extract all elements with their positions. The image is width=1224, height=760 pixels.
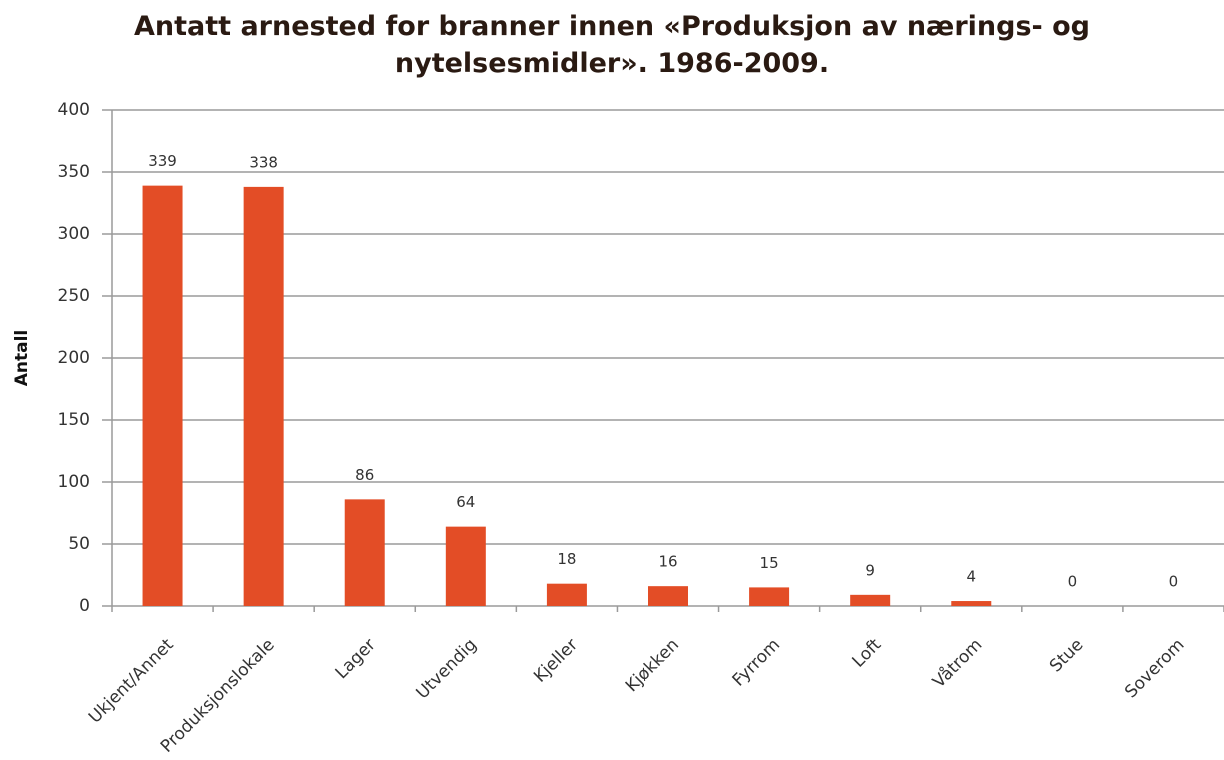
bar xyxy=(142,185,183,606)
y-tick-label: 0 xyxy=(79,596,90,616)
chart-title: Antatt arnested for branner innen «Produ… xyxy=(133,11,1091,79)
value-label: 0 xyxy=(1068,573,1078,591)
y-tick-label: 400 xyxy=(58,100,90,120)
y-tick-label: 350 xyxy=(58,162,90,182)
x-tick-label: Soverom xyxy=(1121,635,1188,702)
y-tick-label: 250 xyxy=(58,286,90,306)
bar xyxy=(648,586,688,606)
x-tick-label: Fyrrom xyxy=(729,635,785,691)
value-label: 86 xyxy=(355,466,374,484)
bar xyxy=(445,526,486,606)
bar xyxy=(749,587,790,606)
bar xyxy=(344,499,385,606)
value-label: 16 xyxy=(658,553,677,571)
value-label: 339 xyxy=(148,152,177,170)
bar xyxy=(951,601,992,606)
y-tick-label: 100 xyxy=(58,472,90,492)
x-tick-label: Produksjonslokale xyxy=(157,635,279,757)
value-label: 338 xyxy=(249,153,278,171)
value-label: 64 xyxy=(456,493,475,511)
value-label: 15 xyxy=(760,554,779,572)
y-tick-label: 150 xyxy=(58,410,90,430)
y-tick-label: 50 xyxy=(68,534,90,554)
bar xyxy=(243,186,284,606)
y-tick-label: 300 xyxy=(58,224,90,244)
x-tick-label: Stue xyxy=(1046,635,1088,677)
value-label: 9 xyxy=(865,561,875,579)
x-tick-label: Utvendig xyxy=(412,635,480,703)
y-axis-label: Antall xyxy=(12,330,32,387)
x-tick-label: Våtrom xyxy=(928,634,986,692)
bar xyxy=(546,583,587,606)
value-label: 18 xyxy=(557,550,576,568)
x-tick-label: Loft xyxy=(849,635,886,672)
x-tick-label: Kjeller xyxy=(530,635,582,687)
x-tick-label: Lager xyxy=(332,635,380,683)
y-tick-label: 200 xyxy=(58,348,90,368)
bar xyxy=(850,594,891,606)
value-label: 0 xyxy=(1169,573,1179,591)
x-tick-label: Kjøkken xyxy=(622,635,683,696)
value-label: 4 xyxy=(966,568,976,586)
x-tick-label: Ukjent/Annet xyxy=(85,635,178,728)
